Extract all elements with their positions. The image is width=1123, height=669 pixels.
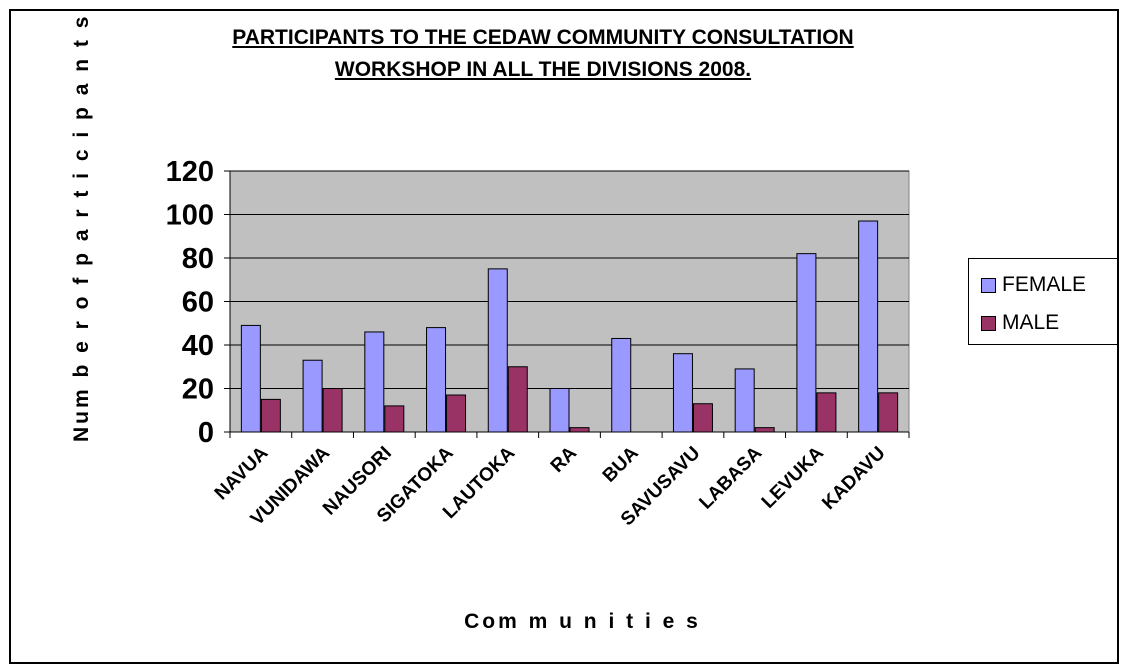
bar-male-vunidawa — [322, 388, 343, 433]
legend-label-male: MALE — [1002, 311, 1060, 334]
legend: FEMALE MALE — [968, 258, 1118, 345]
legend-swatch-female — [981, 277, 996, 293]
y-tick-label: 40 — [182, 330, 214, 362]
bar-female-savusavu — [672, 353, 693, 433]
y-tick-label: 100 — [166, 200, 214, 232]
bar-male-sigatoka — [446, 394, 467, 433]
bar-male-ra — [569, 427, 590, 433]
x-tick-label: LABASA — [695, 442, 766, 513]
y-tick-label: 20 — [182, 374, 214, 406]
x-tick-label: RA — [547, 442, 581, 476]
bar-female-ra — [549, 388, 570, 433]
y-tick-label: 80 — [182, 243, 214, 275]
bar-male-kadavu — [878, 392, 899, 433]
legend-item-male: MALE — [981, 311, 1059, 335]
bar-female-levuka — [796, 253, 817, 433]
legend-item-female: FEMALE — [981, 273, 1086, 297]
y-tick-label: 0 — [198, 417, 214, 449]
y-tick-label: 120 — [166, 156, 214, 188]
bar-female-navua — [240, 324, 261, 433]
x-axis-label: Com m u n i t i e s — [464, 610, 701, 633]
bar-male-labasa — [754, 427, 775, 433]
bar-male-navua — [260, 398, 281, 433]
bar-male-lautoka — [507, 366, 528, 433]
x-tick-label: KADAVU — [818, 443, 889, 514]
x-tick-label: NAVUA — [211, 442, 273, 504]
bar-female-labasa — [734, 368, 755, 433]
bar-male-nausori — [384, 405, 405, 433]
x-tick-label: BUA — [599, 442, 643, 486]
y-tick-label: 60 — [182, 287, 214, 319]
bar-female-bua — [611, 337, 632, 433]
bar-female-sigatoka — [426, 327, 447, 433]
bar-female-nausori — [364, 331, 385, 433]
chart-title-line2: WORKSHOP IN ALL THE DIVISIONS 2008. — [334, 58, 752, 81]
legend-label-female: FEMALE — [1002, 273, 1087, 296]
bar-female-lautoka — [487, 268, 508, 433]
x-tick-label: LEVUKA — [758, 442, 828, 512]
legend-swatch-male — [981, 315, 996, 331]
bar-male-levuka — [816, 392, 837, 433]
bar-female-vunidawa — [302, 359, 323, 433]
bar-male-savusavu — [692, 403, 713, 433]
bar-female-kadavu — [858, 220, 879, 433]
chart-title-line1: PARTICIPANTS TO THE CEDAW COMMUNITY CONS… — [232, 26, 854, 49]
